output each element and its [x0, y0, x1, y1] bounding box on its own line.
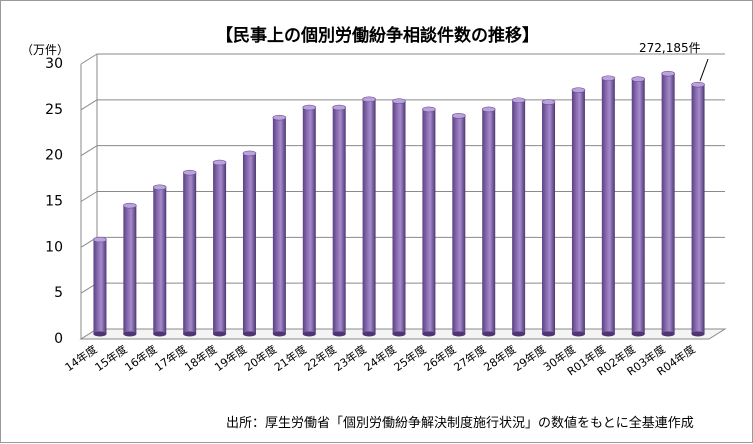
bar-base — [661, 331, 675, 337]
bar — [452, 115, 466, 334]
bar-top — [212, 159, 227, 166]
y-tick-label: 15 — [45, 194, 63, 210]
bar — [213, 162, 227, 334]
bar-base — [601, 331, 615, 337]
bar — [93, 239, 107, 334]
x-tick-label: 22年度 — [301, 342, 339, 374]
x-tick-label: 15年度 — [92, 342, 130, 374]
bar-base — [691, 331, 705, 337]
bar-top — [422, 106, 436, 113]
bar-top — [541, 99, 556, 105]
bar-top — [631, 76, 646, 82]
x-tick-label: 14年度 — [62, 342, 100, 374]
y-tick-label: 25 — [45, 102, 63, 118]
y-tick-label: 20 — [45, 148, 63, 164]
bar — [183, 172, 197, 334]
bar-base — [452, 331, 466, 337]
x-tick-label: 28年度 — [481, 342, 519, 374]
bar — [332, 107, 346, 334]
bar-top — [571, 87, 586, 93]
bar-base — [272, 331, 286, 337]
bar — [153, 187, 167, 334]
bar-base — [93, 331, 107, 337]
x-tick-label: 26年度 — [421, 342, 459, 374]
bar-base — [242, 331, 256, 337]
bar-base — [302, 331, 316, 337]
y-axis-unit-label: （万件） — [21, 43, 70, 57]
y-tick-label: 5 — [54, 285, 63, 301]
bar — [691, 84, 705, 335]
bar-base — [123, 331, 137, 337]
y-tick-label: 10 — [45, 239, 63, 255]
x-tick-label: 20年度 — [242, 342, 280, 374]
bar-top — [481, 106, 496, 113]
bar-base — [512, 331, 526, 337]
bar-base — [482, 331, 496, 337]
x-tick-label: 19年度 — [212, 342, 250, 374]
x-tick-label: 18年度 — [182, 342, 220, 374]
x-tick-label: 29年度 — [511, 342, 549, 374]
bar-top — [123, 202, 137, 209]
chart-title: 【民事上の個別労働紛争相談件数の推移】 — [216, 26, 539, 46]
x-tick-label: 16年度 — [122, 342, 160, 374]
bar-top — [272, 114, 287, 121]
bar-base — [183, 331, 197, 337]
bar — [362, 99, 376, 334]
bar — [392, 101, 406, 335]
bar — [661, 73, 675, 335]
bar-top — [302, 104, 317, 111]
x-tick-label: 25年度 — [391, 342, 429, 374]
bar-top — [182, 169, 197, 176]
gridline-depth — [80, 145, 98, 157]
bar-base — [571, 331, 585, 337]
bar-base — [392, 331, 406, 337]
source-note: 出所：厚生労働省「個別労働紛争解決制度施行状況」の数値をもとに全基連作成 — [226, 416, 694, 431]
x-tick-label: 27年度 — [451, 342, 489, 374]
bar-top — [332, 104, 346, 111]
y-tick-label: 30 — [45, 56, 63, 72]
bar — [302, 107, 316, 334]
gridline-depth — [80, 191, 98, 202]
x-tick-label: 24年度 — [361, 342, 399, 374]
bar — [512, 100, 526, 334]
bar — [272, 117, 286, 335]
gridline-depth — [80, 99, 98, 111]
bar-top — [661, 70, 675, 77]
y-tick-label: 0 — [54, 331, 63, 347]
bar-base — [153, 331, 167, 337]
bar-base — [213, 331, 227, 337]
bar-base — [332, 331, 346, 337]
bar-top — [242, 150, 257, 157]
x-tick-label: 17年度 — [152, 342, 190, 374]
bar-base — [542, 331, 556, 337]
bar — [542, 102, 556, 334]
bar-top — [362, 96, 376, 103]
bar-base — [422, 331, 436, 337]
gridline-depth — [80, 53, 98, 65]
bar-top — [601, 75, 616, 82]
bar-top — [93, 236, 107, 243]
bar — [631, 79, 645, 335]
bar-top — [452, 113, 466, 119]
bar-top — [152, 184, 167, 191]
bar — [242, 153, 256, 334]
bar-top — [392, 98, 406, 104]
bar — [571, 90, 585, 335]
bar — [482, 109, 496, 335]
bar-top — [691, 81, 705, 88]
bar — [601, 78, 615, 334]
bar-top — [511, 97, 526, 104]
bar-base — [631, 331, 645, 337]
last-value-annotation: 272,185件 — [639, 41, 701, 55]
x-tick-label: 23年度 — [331, 342, 369, 374]
annotation-leader-line — [699, 58, 709, 81]
bar-base — [362, 331, 376, 337]
x-tick-label: 21年度 — [271, 342, 309, 374]
bar — [123, 205, 137, 334]
bar — [422, 109, 436, 335]
